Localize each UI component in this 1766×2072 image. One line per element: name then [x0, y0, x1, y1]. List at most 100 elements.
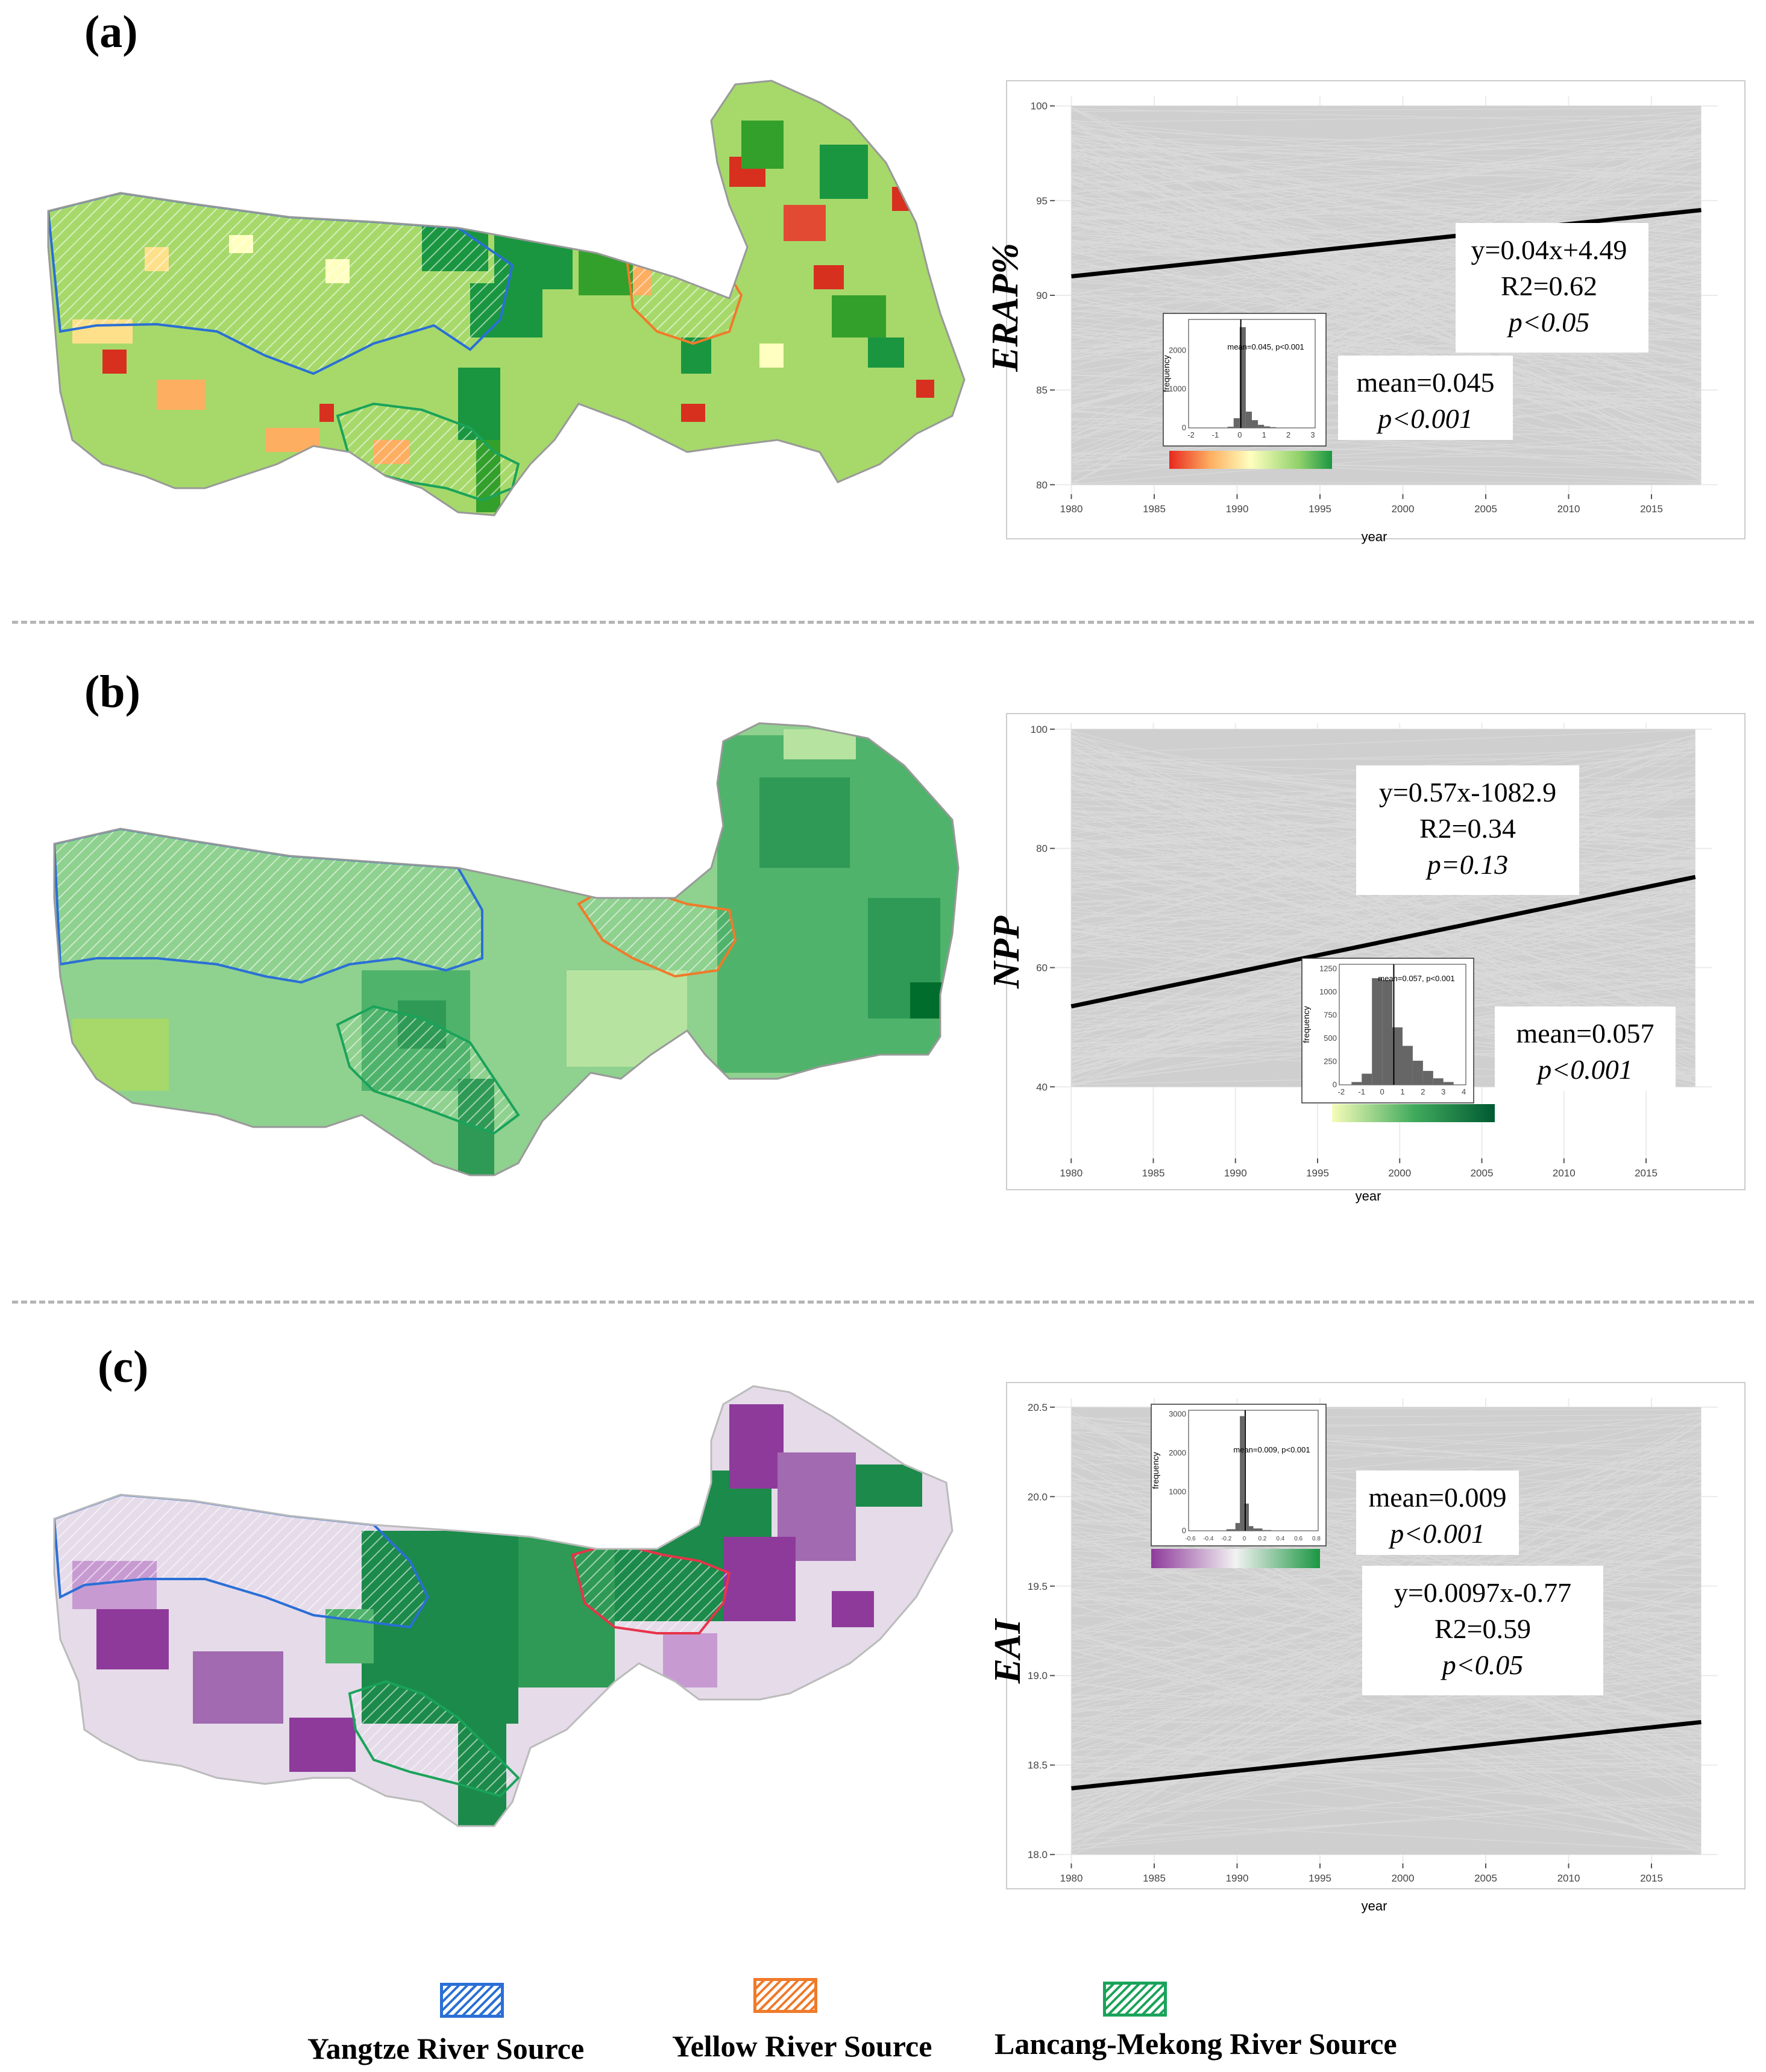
- y-tick-label: 80: [1036, 843, 1048, 855]
- background-line: [1071, 128, 1702, 156]
- divider-2: [12, 1301, 1754, 1304]
- hist-bar: [1233, 418, 1240, 428]
- background-line: [1071, 1750, 1702, 1774]
- background-line: [1071, 1805, 1702, 1840]
- y-tick-label: 85: [1036, 385, 1048, 396]
- hist-b-bars: [1351, 978, 1454, 1085]
- chart-a-y-ticks: 80 85 90 95 100: [1031, 101, 1055, 491]
- background-line: [1071, 729, 1695, 755]
- hist-x-tick-label: -2: [1338, 1087, 1345, 1096]
- mean-p-text-a: p<0.001: [1376, 403, 1473, 434]
- x-tick-label: 1980: [1060, 503, 1083, 515]
- stat-box-eq-a: y=0.04x+4.49 R2=0.62 p<0.05: [1456, 223, 1648, 353]
- x-tick-label: 2015: [1635, 1167, 1658, 1179]
- hist-x-tick-label: 0: [1243, 1536, 1246, 1542]
- stat-box-mean-b: mean=0.057 p<0.001: [1495, 1006, 1676, 1091]
- x-tick-label: 2000: [1392, 1873, 1415, 1884]
- background-line: [1071, 860, 1695, 1031]
- background-line: [1071, 482, 1702, 484]
- background-line: [1071, 140, 1702, 465]
- hist-b: -2 -1 0 1 2 3 4 0 250 500 750 1000 1250 mean=0.057,…: [1301, 958, 1495, 1122]
- x-tick-label: 1990: [1226, 503, 1249, 515]
- x-tick-label: 1990: [1224, 1167, 1247, 1179]
- background-line: [1071, 156, 1702, 186]
- hist-a-x-ticks: -2 -1 0 1 2 3: [1187, 430, 1315, 439]
- hist-x-tick-label: -0.4: [1203, 1536, 1214, 1542]
- hist-y-tick-label: 2000: [1169, 1448, 1186, 1457]
- background-line: [1071, 157, 1702, 424]
- mean-p-text-c: p<0.001: [1388, 1518, 1485, 1549]
- y-tick-label: 20.0: [1028, 1491, 1048, 1502]
- legend-swatch-lancang: [1103, 1982, 1167, 2017]
- background-line: [1071, 901, 1695, 962]
- x-tick-label: 1985: [1143, 1873, 1166, 1884]
- colorbar-a: [1169, 451, 1332, 469]
- background-line: [1071, 119, 1702, 182]
- y-tick-label: 20.5: [1028, 1402, 1048, 1413]
- background-line: [1071, 116, 1702, 197]
- hist-x-tick-label: 0: [1237, 430, 1242, 439]
- background-line: [1071, 149, 1702, 159]
- background-line: [1070, 750, 1696, 1076]
- background-line: [1070, 787, 1696, 1074]
- hist-bar: [1258, 424, 1265, 428]
- hist-bar: [1253, 1528, 1263, 1531]
- hist-c: -0.6 -0.4 -0.2 0 0.2 0.4 0.6 0.8 0100020003000 …: [1151, 1404, 1327, 1568]
- background-line: [1071, 144, 1702, 211]
- chart-c-ylabel: EAI: [988, 1618, 1028, 1684]
- hist-x-tick-label: 1: [1262, 430, 1266, 439]
- x-tick-label: 2010: [1553, 1167, 1576, 1179]
- chart-c-trend-line: [1071, 1719, 1702, 1791]
- chart-b: 1980 1985 1990 1995 2000 2005 2010 2015 4060801…: [988, 713, 1746, 1204]
- divider-1: [12, 621, 1754, 624]
- hist-bar: [1252, 420, 1259, 428]
- chart-a: 1980 1985 1990 1995 2000 2005 2010 2015 8085909…: [988, 80, 1746, 544]
- background-line: [1071, 160, 1702, 320]
- hist-bar: [1226, 1529, 1236, 1531]
- hist-x-tick-label: 2: [1286, 430, 1290, 439]
- chart-a-ylabel: ERAP%: [988, 243, 1026, 372]
- background-line: [1071, 1782, 1702, 1843]
- background-line: [1071, 1754, 1702, 1848]
- map-b-cells: [72, 729, 958, 1175]
- background-line: [1071, 1719, 1702, 1733]
- background-line: [1071, 154, 1702, 228]
- background-line: [1071, 1768, 1702, 1805]
- x-tick-label: 2015: [1640, 503, 1663, 515]
- hist-bar: [1403, 1046, 1413, 1085]
- stat-box-eq-b: y=0.57x-1082.9 R2=0.34 p=0.13: [1356, 765, 1579, 895]
- x-tick-label: 2000: [1392, 503, 1415, 515]
- hist-y-tick-label: 1000: [1169, 385, 1186, 394]
- hist-x-tick-label: 0.4: [1276, 1536, 1284, 1542]
- x-tick-label: 2005: [1471, 1167, 1494, 1179]
- background-line: [1071, 1631, 1702, 1834]
- hist-bar: [1372, 978, 1383, 1085]
- background-line: [1071, 926, 1695, 989]
- background-line: [1071, 115, 1702, 123]
- background-line: [1071, 107, 1702, 112]
- background-line: [1071, 135, 1702, 244]
- background-line: [1071, 141, 1702, 465]
- background-line: [1071, 1724, 1702, 1819]
- hist-bar: [1239, 327, 1246, 428]
- mean-p-text-b: p<0.001: [1536, 1054, 1633, 1085]
- chart-a-x-ticks: 1980 1985 1990 1995 2000 2005 2010 2015: [1060, 494, 1663, 515]
- p-text-a: p<0.05: [1507, 307, 1590, 337]
- mean-text-c: mean=0.009: [1368, 1482, 1506, 1513]
- hist-y-tick-label: 0: [1333, 1080, 1337, 1089]
- background-line: [1071, 152, 1702, 442]
- hist-bar: [1235, 1523, 1240, 1531]
- background-line: [1071, 176, 1702, 395]
- chart-b-trend-line: [1070, 874, 1696, 1009]
- background-line: [1071, 930, 1695, 977]
- p-text-c: p<0.05: [1441, 1650, 1524, 1680]
- background-line: [1071, 836, 1695, 958]
- background-line: [1071, 1763, 1702, 1804]
- hist-b-x-ticks: -2 -1 0 1 2 3 4: [1338, 1087, 1466, 1096]
- background-line: [1071, 898, 1695, 918]
- background-line: [1071, 108, 1702, 407]
- background-line: [1071, 787, 1695, 1005]
- background-line: [1071, 110, 1702, 165]
- hist-bar: [1412, 1061, 1423, 1085]
- hist-y-tick-label: 3000: [1169, 1409, 1186, 1418]
